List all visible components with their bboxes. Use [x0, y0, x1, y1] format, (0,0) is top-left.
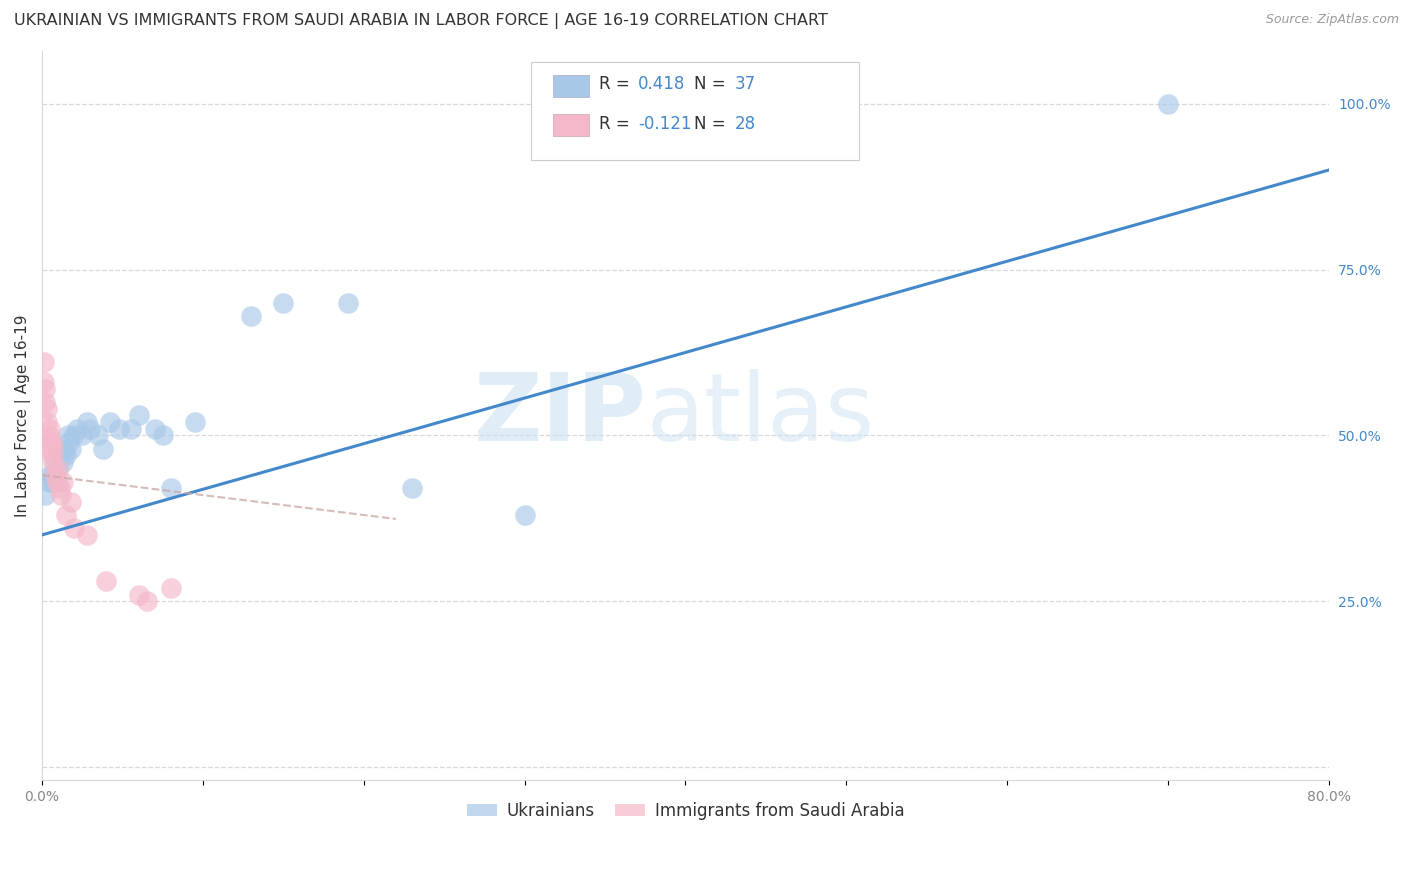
- Point: [143, 422, 166, 436]
- Point: [128, 588, 150, 602]
- Point: [55, 448, 77, 462]
- Point: [41, 435, 63, 450]
- Point: [34, 488, 56, 502]
- Point: [53, 442, 76, 456]
- Point: [1157, 96, 1180, 111]
- Point: [34, 395, 56, 409]
- Point: [39, 468, 62, 483]
- Point: [128, 409, 150, 423]
- Point: [159, 482, 181, 496]
- Point: [34, 382, 56, 396]
- Point: [42, 455, 65, 469]
- Text: atlas: atlas: [647, 369, 875, 461]
- Point: [87, 428, 110, 442]
- Point: [240, 309, 263, 323]
- Point: [45, 475, 67, 489]
- Point: [39, 422, 62, 436]
- Text: R =: R =: [599, 115, 636, 133]
- Point: [35, 415, 58, 429]
- Point: [51, 488, 73, 502]
- Point: [35, 401, 58, 416]
- Point: [513, 508, 536, 522]
- Point: [79, 422, 101, 436]
- Point: [32, 376, 55, 390]
- Point: [336, 295, 359, 310]
- Point: [42, 468, 65, 483]
- Point: [135, 594, 157, 608]
- Point: [63, 428, 86, 442]
- Point: [98, 415, 121, 429]
- FancyBboxPatch shape: [553, 114, 589, 136]
- Point: [76, 528, 98, 542]
- Text: N =: N =: [695, 115, 731, 133]
- Point: [76, 415, 98, 429]
- Point: [41, 475, 63, 489]
- Point: [56, 428, 79, 442]
- Point: [120, 422, 142, 436]
- Point: [91, 442, 114, 456]
- Point: [643, 96, 665, 111]
- Point: [49, 482, 72, 496]
- Point: [46, 461, 69, 475]
- Text: 0.418: 0.418: [638, 75, 685, 93]
- Point: [60, 442, 83, 456]
- Point: [55, 508, 77, 522]
- Point: [401, 482, 423, 496]
- Point: [41, 448, 63, 462]
- Point: [39, 435, 62, 450]
- Text: -0.121: -0.121: [638, 115, 692, 133]
- Point: [46, 461, 69, 475]
- Point: [44, 455, 66, 469]
- Point: [38, 475, 60, 489]
- Text: N =: N =: [695, 75, 731, 93]
- Point: [44, 468, 66, 483]
- Text: ZIP: ZIP: [474, 369, 647, 461]
- Point: [159, 581, 181, 595]
- Point: [32, 355, 55, 369]
- Point: [72, 428, 94, 442]
- FancyBboxPatch shape: [553, 75, 589, 96]
- Point: [42, 442, 65, 456]
- Point: [66, 422, 89, 436]
- Point: [152, 428, 174, 442]
- Point: [273, 295, 295, 310]
- Point: [38, 442, 60, 456]
- Point: [63, 521, 86, 535]
- Point: [108, 422, 131, 436]
- Point: [184, 415, 207, 429]
- Point: [60, 494, 83, 508]
- Text: 28: 28: [734, 115, 755, 133]
- Text: Source: ZipAtlas.com: Source: ZipAtlas.com: [1265, 13, 1399, 27]
- Text: UKRAINIAN VS IMMIGRANTS FROM SAUDI ARABIA IN LABOR FORCE | AGE 16-19 CORRELATION: UKRAINIAN VS IMMIGRANTS FROM SAUDI ARABI…: [14, 13, 828, 29]
- Y-axis label: In Labor Force | Age 16-19: In Labor Force | Age 16-19: [15, 314, 31, 516]
- Point: [96, 574, 118, 589]
- Text: R =: R =: [599, 75, 636, 93]
- Legend: Ukrainians, Immigrants from Saudi Arabia: Ukrainians, Immigrants from Saudi Arabia: [460, 796, 911, 827]
- Point: [52, 455, 75, 469]
- Point: [45, 475, 67, 489]
- Point: [58, 435, 80, 450]
- Point: [52, 475, 75, 489]
- FancyBboxPatch shape: [531, 62, 859, 161]
- Text: 37: 37: [734, 75, 755, 93]
- Point: [51, 448, 73, 462]
- Point: [38, 428, 60, 442]
